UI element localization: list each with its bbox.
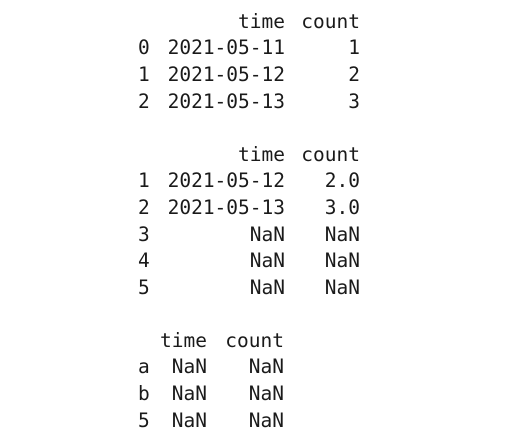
column-header-count: count [301, 9, 360, 33]
table-row: 2 2021-05-13 3 [138, 88, 360, 115]
column-header-time: time [238, 9, 285, 33]
table-row: 3 NaN NaN [138, 221, 360, 248]
time-cell: NaN [249, 222, 285, 246]
table-row: b NaN NaN [138, 380, 284, 407]
row-index: 1 [138, 169, 150, 193]
time-cell: 2021-05-13 [167, 89, 285, 113]
count-cell: NaN [248, 408, 284, 432]
dataframe-output-2: time count 1 2021-05-12 2.0 2 2021-05-13… [138, 141, 360, 301]
dataframe-output-1: time count 0 2021-05-11 1 1 2021-05-12 2… [138, 8, 360, 114]
table-row: a NaN NaN [138, 354, 284, 381]
count-cell: 1 [348, 36, 360, 60]
table-row: 0 2021-05-11 1 [138, 35, 360, 62]
count-cell: NaN [324, 249, 360, 273]
count-cell: 3 [348, 89, 360, 113]
count-cell: NaN [248, 381, 284, 405]
column-header-time: time [238, 142, 285, 166]
count-cell: 3.0 [324, 195, 360, 219]
index-header [138, 327, 160, 354]
row-index: 1 [138, 62, 150, 86]
row-index: b [138, 381, 150, 405]
row-index: 5 [138, 408, 150, 432]
row-index: 4 [138, 249, 150, 273]
count-cell: 2 [348, 62, 360, 86]
table-row: 1 2021-05-12 2.0 [138, 168, 360, 195]
dataframe-output-3: time count a NaN NaN b NaN NaN 5 NaN NaN [138, 327, 284, 433]
time-cell: 2021-05-12 [167, 169, 285, 193]
row-index: 2 [138, 89, 150, 113]
count-cell: NaN [248, 355, 284, 379]
table-row: 5 NaN NaN [138, 407, 284, 434]
row-index: a [138, 355, 150, 379]
column-header-time: time [160, 328, 207, 352]
header-row: time count [138, 8, 360, 35]
row-index: 3 [138, 222, 150, 246]
header-row: time count [138, 327, 284, 354]
table-row: 1 2021-05-12 2 [138, 61, 360, 88]
time-cell: NaN [171, 408, 207, 432]
row-index: 2 [138, 195, 150, 219]
time-cell: NaN [171, 381, 207, 405]
table-row: 4 NaN NaN [138, 247, 360, 274]
count-cell: NaN [324, 275, 360, 299]
index-header [138, 141, 160, 168]
header-row: time count [138, 141, 360, 168]
count-cell: NaN [324, 222, 360, 246]
row-index: 0 [138, 36, 150, 60]
time-cell: 2021-05-13 [167, 195, 285, 219]
time-cell: NaN [249, 275, 285, 299]
time-cell: NaN [171, 355, 207, 379]
time-cell: 2021-05-11 [167, 36, 285, 60]
table-row: 2 2021-05-13 3.0 [138, 194, 360, 221]
count-cell: 2.0 [324, 169, 360, 193]
column-header-count: count [225, 328, 284, 352]
index-header [138, 8, 160, 35]
table-row: 5 NaN NaN [138, 274, 360, 301]
column-header-count: count [301, 142, 360, 166]
row-index: 5 [138, 275, 150, 299]
time-cell: NaN [249, 249, 285, 273]
time-cell: 2021-05-12 [167, 62, 285, 86]
